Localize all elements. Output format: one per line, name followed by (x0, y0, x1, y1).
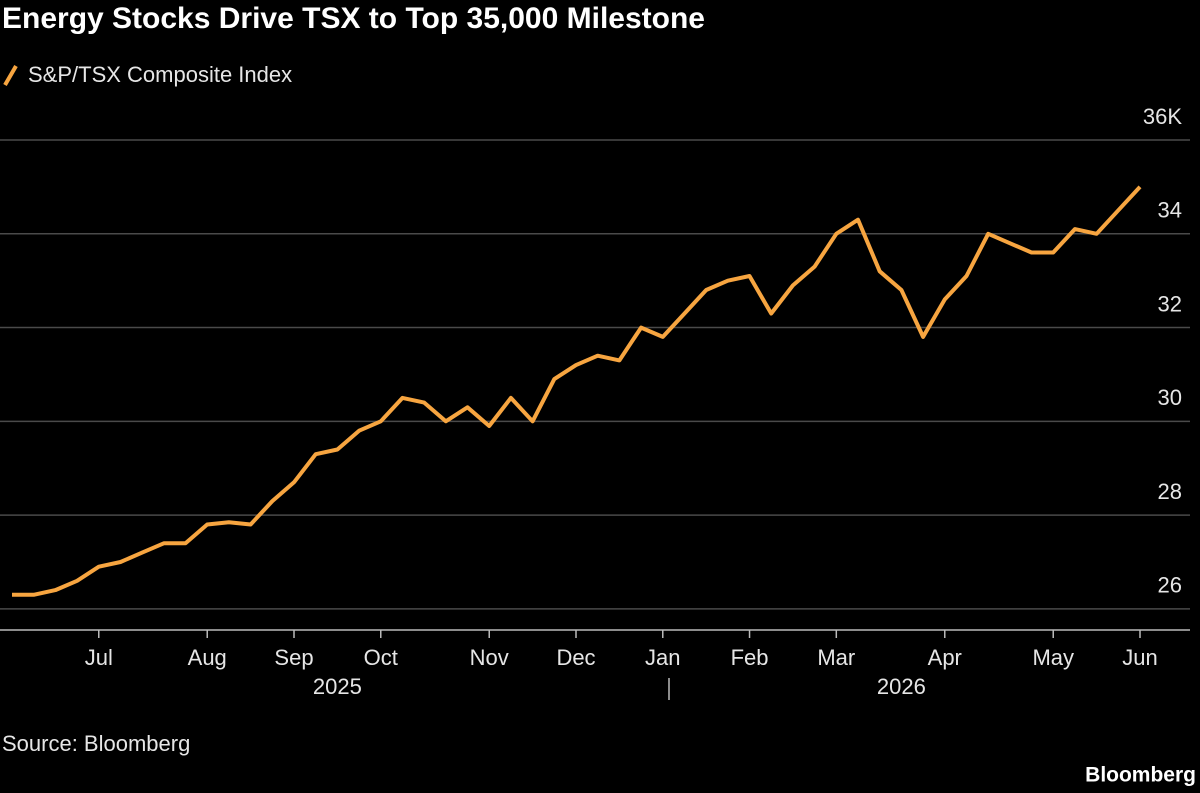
x-tick-label: Nov (470, 645, 509, 670)
brand: Bloomberg (1085, 764, 1196, 787)
y-tick-label: 32 (1158, 291, 1182, 316)
x-tick-label: Aug (188, 645, 227, 670)
y-tick-label: 34 (1158, 198, 1182, 223)
legend-label: S&P/TSX Composite Index (28, 62, 292, 87)
series-line (12, 185, 1142, 597)
x-tick-label: Jan (645, 645, 680, 670)
year-label: 2026 (877, 674, 926, 699)
x-tick-label: Dec (556, 645, 595, 670)
y-tick-label: 30 (1158, 385, 1182, 410)
legend-swatch (3, 64, 18, 87)
x-tick-label: Feb (731, 645, 769, 670)
y-tick-label: 36K (1143, 104, 1182, 129)
x-tick-label: Sep (274, 645, 313, 670)
year-label: 2025 (313, 674, 362, 699)
x-tick-label: Jul (85, 645, 113, 670)
x-tick-label: Mar (817, 645, 855, 670)
source: Source: Bloomberg (2, 731, 190, 756)
x-tick-label: May (1032, 645, 1074, 670)
y-tick-label: 26 (1158, 573, 1182, 598)
chart-title: Energy Stocks Drive TSX to Top 35,000 Mi… (2, 2, 705, 35)
x-tick-label: Oct (364, 645, 398, 670)
y-tick-label: 28 (1158, 479, 1182, 504)
x-tick-label: Jun (1122, 645, 1157, 670)
x-tick-label: Apr (928, 645, 962, 670)
